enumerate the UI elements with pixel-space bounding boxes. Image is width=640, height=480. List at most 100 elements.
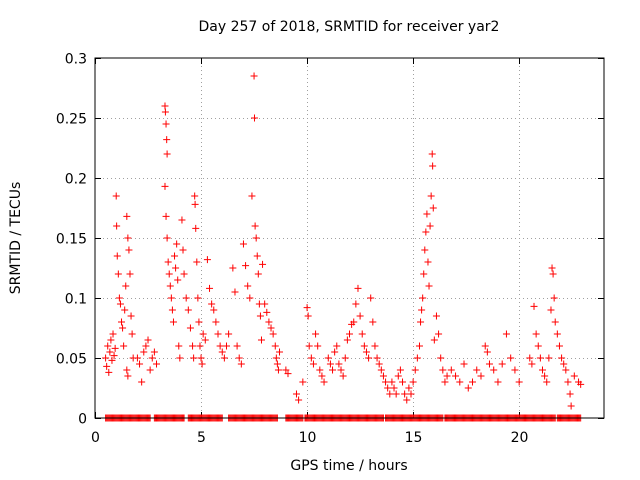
data-point <box>107 336 115 344</box>
data-point <box>195 318 203 326</box>
data-point <box>208 300 216 308</box>
data-point <box>126 270 134 278</box>
data-point <box>218 348 226 356</box>
data-point <box>103 362 111 370</box>
y-tick-label: 0.15 <box>56 232 87 248</box>
data-point <box>263 308 271 316</box>
data-point <box>248 192 256 200</box>
data-point <box>411 366 419 374</box>
chart-title: Day 257 of 2018, SRMTID for receiver yar… <box>199 19 500 35</box>
data-point <box>292 390 300 398</box>
data-point <box>375 360 383 368</box>
data-point <box>339 372 347 380</box>
data-point <box>354 284 362 292</box>
x-tick-label: 15 <box>405 430 423 446</box>
data-point <box>104 342 112 350</box>
data-point <box>295 396 303 404</box>
data-point <box>274 366 282 374</box>
data-point <box>538 366 546 374</box>
data-point <box>362 348 370 356</box>
data-point <box>303 304 311 312</box>
grid <box>95 58 604 418</box>
data-point <box>443 372 451 380</box>
data-point <box>307 354 315 362</box>
data-point <box>109 330 117 338</box>
y-tick-label: 0.05 <box>56 352 87 368</box>
data-point <box>405 384 413 392</box>
data-point <box>541 372 549 380</box>
data-point <box>121 306 129 314</box>
data-point <box>118 318 126 326</box>
data-point <box>577 380 585 388</box>
data-point <box>182 294 190 302</box>
data-point <box>124 234 132 242</box>
data-point <box>437 354 445 362</box>
data-point <box>409 378 417 386</box>
data-point <box>172 264 180 272</box>
data-point <box>485 360 493 368</box>
y-tick-label: 0.3 <box>65 52 87 68</box>
data-point <box>136 360 144 368</box>
data-point <box>272 354 280 362</box>
data-point <box>429 204 437 212</box>
data-point <box>179 246 187 254</box>
data-point <box>161 102 169 110</box>
data-point <box>460 360 468 368</box>
data-point <box>163 150 171 158</box>
data-point <box>203 256 211 264</box>
data-point <box>358 330 366 338</box>
data-point <box>429 162 437 170</box>
data-point <box>550 294 558 302</box>
y-tick-label: 0.1 <box>65 292 87 308</box>
data-point <box>490 366 498 374</box>
data-point <box>184 306 192 314</box>
data-point <box>193 258 201 266</box>
data-point <box>113 222 121 230</box>
data-point <box>549 270 557 278</box>
data-point <box>335 360 343 368</box>
data-point <box>423 210 431 218</box>
data-point <box>555 342 563 350</box>
y-tick-label: 0.2 <box>65 172 87 188</box>
data-point <box>250 114 258 122</box>
y-tick-label: 0.25 <box>56 112 87 128</box>
data-point <box>314 342 322 350</box>
data-point <box>558 354 566 362</box>
data-point <box>483 348 491 356</box>
data-point <box>251 222 259 230</box>
data-point <box>162 212 170 220</box>
data-point <box>166 282 174 290</box>
data-point <box>113 252 121 260</box>
x-tick-label: 20 <box>511 430 529 446</box>
data-point <box>265 318 273 326</box>
data-point <box>198 360 206 368</box>
data-point <box>140 348 148 356</box>
data-point <box>421 246 429 254</box>
data-point <box>399 378 407 386</box>
data-point <box>153 360 161 368</box>
data-point <box>526 354 534 362</box>
data-point <box>167 294 175 302</box>
data-point <box>299 378 307 386</box>
data-point <box>477 372 485 380</box>
data-point <box>309 360 317 368</box>
data-point <box>246 294 254 302</box>
data-point <box>225 330 233 338</box>
data-point <box>122 282 130 290</box>
data-point <box>128 330 136 338</box>
data-point <box>427 192 435 200</box>
data-point <box>120 342 128 350</box>
data-point <box>384 384 392 392</box>
data-point <box>324 354 332 362</box>
data-point <box>566 390 574 398</box>
data-point <box>214 330 222 338</box>
data-point <box>545 354 553 362</box>
data-point <box>534 342 542 350</box>
data-point <box>401 390 409 398</box>
data-point <box>388 378 396 386</box>
data-point <box>186 324 194 332</box>
data-point <box>191 192 199 200</box>
data-point <box>196 342 204 350</box>
data-point <box>320 378 328 386</box>
